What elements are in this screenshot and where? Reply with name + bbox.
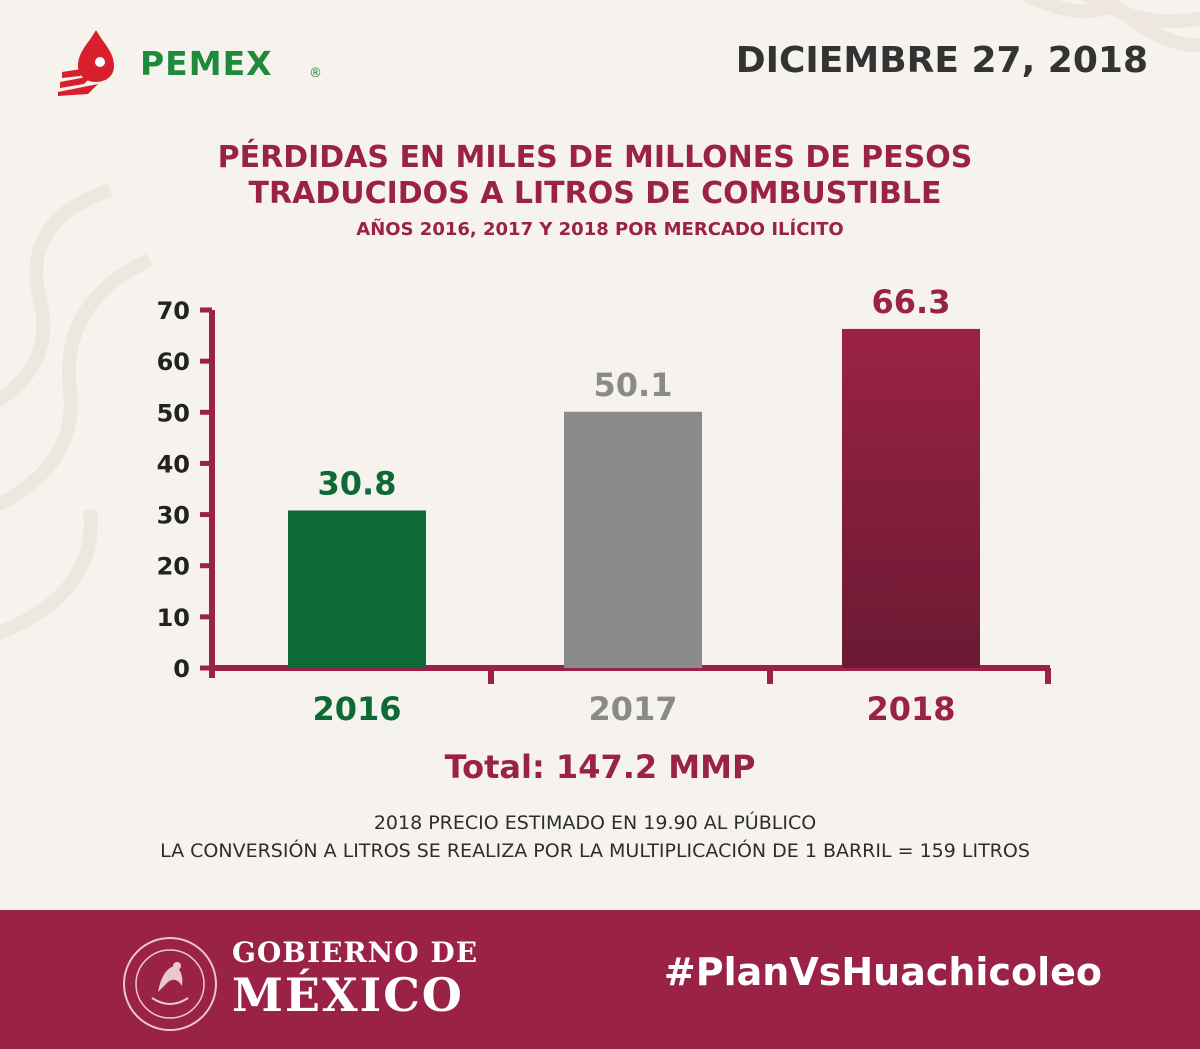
bar-2018 xyxy=(842,328,980,668)
y-tick-label: 40 xyxy=(157,450,190,478)
bar-2016 xyxy=(288,510,426,668)
header: PEMEX ® DICIEMBRE 27, 2018 xyxy=(0,0,1200,110)
hashtag-label: #PlanVsHuachicoleo xyxy=(663,950,1102,994)
chart-subtitle: AÑOS 2016, 2017 Y 2018 POR MERCADO ILÍCI… xyxy=(356,219,844,240)
y-tick-label: 0 xyxy=(173,655,190,683)
background-pattern xyxy=(0,0,1200,641)
chart-title-line2: TRADUCIDOS A LITROS DE COMBUSTIBLE xyxy=(248,176,942,211)
chart-title-line1: PÉRDIDAS EN MILES DE MILLONES DE PESOS xyxy=(217,140,973,175)
footer: GOBIERNO DE MÉXICO #PlanVsHuachicoleo xyxy=(0,910,1200,1049)
x-tick-label-2017: 2017 xyxy=(588,690,677,728)
data-label-2017: 50.1 xyxy=(594,366,673,404)
y-tick-label: 50 xyxy=(157,399,190,427)
bar-2017 xyxy=(564,411,702,668)
registered-mark: ® xyxy=(309,66,322,81)
x-tick-label-2018: 2018 xyxy=(866,690,955,728)
national-seal-icon xyxy=(123,937,217,1031)
data-label-2018: 66.3 xyxy=(872,283,951,321)
government-label-line1: GOBIERNO DE xyxy=(232,936,479,969)
note-conversion: LA CONVERSIÓN A LITROS SE REALIZA POR LA… xyxy=(160,840,1030,862)
y-tick-label: 70 xyxy=(157,297,190,325)
x-tick-label-2016: 2016 xyxy=(312,690,401,728)
government-label-line2: MÉXICO xyxy=(232,968,464,1022)
bar-chart: 0 10 20 30 40 50 60 70 30.8 2016 50.1 2017 66.3 2018 xyxy=(157,283,1051,728)
y-tick-label: 30 xyxy=(157,502,190,530)
brand-name: PEMEX xyxy=(140,44,273,83)
y-tick-label: 20 xyxy=(157,553,190,581)
pemex-logo-icon xyxy=(58,30,114,96)
note-price: 2018 PRECIO ESTIMADO EN 19.90 AL PÚBLICO xyxy=(373,812,817,834)
date-label: DICIEMBRE 27, 2018 xyxy=(735,40,1148,81)
y-tick-label: 60 xyxy=(157,348,190,376)
data-label-2016: 30.8 xyxy=(318,464,397,502)
y-tick-label: 10 xyxy=(157,604,190,632)
total-label: Total: 147.2 MMP xyxy=(444,748,756,786)
